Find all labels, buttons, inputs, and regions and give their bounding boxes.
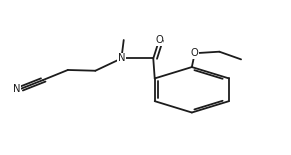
- Text: O: O: [191, 48, 199, 58]
- Text: N: N: [13, 84, 21, 94]
- Text: N: N: [118, 53, 125, 63]
- Text: O: O: [155, 35, 163, 45]
